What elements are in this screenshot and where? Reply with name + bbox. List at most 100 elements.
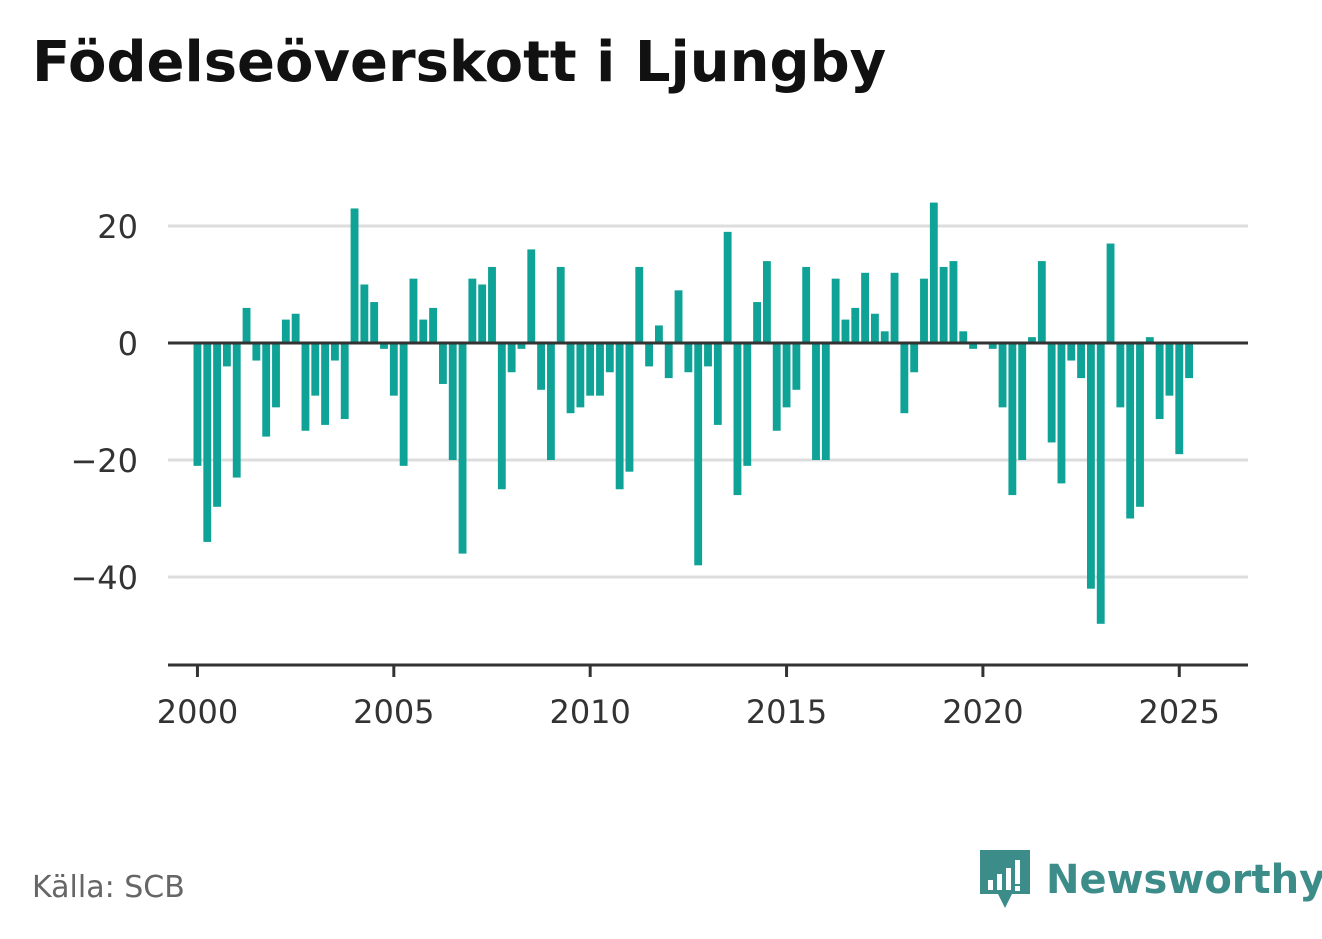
bar — [694, 343, 703, 566]
bar — [1155, 343, 1164, 420]
bar — [782, 343, 791, 408]
brand-name: Newsworthy — [1046, 857, 1322, 903]
bar — [419, 319, 428, 343]
bar — [497, 343, 506, 490]
x-tick-label: 2015 — [746, 693, 827, 731]
bar — [380, 343, 388, 349]
bar — [900, 343, 909, 414]
bar — [1106, 243, 1115, 343]
bar — [654, 325, 663, 343]
x-tick-label: 2010 — [549, 693, 630, 731]
bar — [762, 261, 771, 343]
bar — [232, 343, 241, 478]
bar — [733, 343, 742, 496]
bar — [723, 231, 732, 343]
bar — [1136, 343, 1144, 507]
x-tick-label: 2020 — [942, 693, 1023, 731]
bar — [1057, 343, 1066, 484]
bars — [193, 202, 1194, 624]
bar — [389, 343, 398, 396]
x-axis: 2000 2005 2010 2015 2020 2025 — [157, 663, 1248, 731]
grid-lines — [168, 224, 1248, 579]
bar — [281, 319, 290, 343]
bar — [792, 343, 801, 390]
bar — [1067, 343, 1076, 361]
bar — [438, 343, 447, 384]
bar — [262, 343, 271, 437]
bar — [1008, 343, 1017, 496]
chart-title: Födelseöverskott i Ljungby — [32, 30, 887, 95]
bar — [242, 307, 251, 343]
bar — [841, 319, 850, 343]
bar — [684, 343, 693, 373]
bar — [939, 266, 948, 343]
bar — [674, 290, 683, 343]
bar — [546, 343, 555, 460]
bar — [831, 278, 840, 343]
y-tick-labels: 20 0 −20 −40 — [70, 208, 138, 597]
bar — [1037, 261, 1046, 343]
bar — [222, 343, 231, 367]
bar — [291, 313, 300, 343]
bar — [664, 343, 673, 379]
bar — [507, 343, 516, 373]
bar — [272, 343, 280, 408]
bar — [517, 343, 526, 349]
bar — [753, 302, 762, 343]
bar — [959, 331, 968, 343]
bar — [1018, 343, 1027, 460]
bar — [1096, 343, 1105, 624]
bar — [645, 343, 654, 367]
y-tick-label: −20 — [70, 442, 138, 480]
newsworthy-logo-icon — [980, 850, 1030, 908]
bar — [203, 343, 212, 542]
bar — [527, 249, 536, 343]
bar — [1185, 343, 1194, 379]
bar — [193, 343, 202, 466]
bar — [821, 343, 830, 460]
bar — [880, 331, 889, 343]
bar — [1047, 343, 1056, 443]
bar — [311, 343, 320, 396]
x-tick-label: 2005 — [353, 693, 434, 731]
bar — [330, 343, 339, 361]
x-tick-label: 2025 — [1139, 693, 1220, 731]
bar — [488, 266, 496, 343]
bar — [458, 343, 467, 554]
bar — [576, 343, 585, 408]
bar — [537, 343, 546, 390]
bar — [566, 343, 575, 414]
bar — [596, 343, 604, 396]
bar — [704, 343, 712, 367]
bar — [625, 343, 634, 472]
bar — [556, 266, 565, 343]
bar — [743, 343, 752, 466]
bar — [252, 343, 261, 361]
y-tick-label: 20 — [97, 208, 138, 246]
bar — [635, 266, 644, 343]
bar — [360, 284, 369, 343]
bar — [772, 343, 781, 431]
x-tick-label: 2000 — [157, 693, 238, 731]
bar — [301, 343, 310, 431]
y-tick-label: 0 — [118, 325, 138, 363]
bar — [409, 278, 418, 343]
bar — [370, 302, 379, 343]
bar — [812, 343, 820, 460]
bar — [340, 343, 349, 420]
bar — [890, 272, 899, 343]
bar — [468, 278, 477, 343]
bar — [1116, 343, 1125, 408]
source-note: Källa: SCB — [32, 870, 185, 905]
bar — [802, 266, 811, 343]
bar — [870, 313, 879, 343]
bar — [861, 272, 870, 343]
bar — [213, 343, 222, 507]
bar — [321, 343, 330, 425]
bar — [910, 343, 919, 373]
bar — [1145, 337, 1154, 343]
y-tick-label: −40 — [70, 559, 138, 597]
bar — [1165, 343, 1174, 396]
bar — [1077, 343, 1086, 379]
